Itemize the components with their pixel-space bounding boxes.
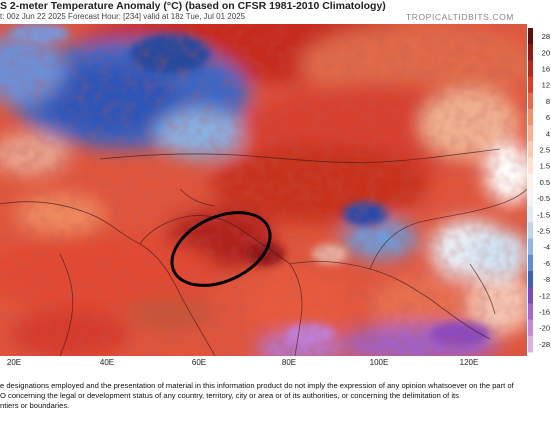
- colorbar-swatch: [528, 28, 533, 45]
- colorbar-swatch: [528, 287, 533, 304]
- colorbar-label: 20: [542, 48, 550, 57]
- colorbar-label: 0.5: [540, 178, 550, 187]
- colorbar-label: -0.5: [537, 194, 550, 203]
- header: S 2-meter Temperature Anomaly (°C) (base…: [0, 0, 551, 24]
- terrain-speckle: [0, 24, 527, 356]
- disclaimer-text: e designations employed and the presenta…: [0, 381, 545, 411]
- colorbar-label: 1.5: [540, 162, 550, 171]
- colorbar-label: -2.5: [537, 227, 550, 236]
- colorbar-swatch: [528, 335, 533, 353]
- colorbar-swatch: [528, 303, 533, 321]
- color-scale: 28 20 16 12 8 6 4 2.5 1.5 0.5 -0.5 -1.5 -2.5 -4 -6 -8 -1…: [528, 24, 551, 356]
- colorbar-swatch: [528, 125, 533, 142]
- colorbar-label: 12: [542, 81, 550, 90]
- colorbar-label: -1.5: [537, 210, 550, 219]
- colorbar-label: 16: [542, 65, 550, 74]
- colorbar-label: -4: [543, 243, 550, 252]
- country-borders: [0, 148, 527, 356]
- colorbar-label: -16: [539, 308, 550, 317]
- colorbar-swatch: [528, 254, 533, 272]
- colorbar-swatch: [528, 319, 533, 337]
- colorbar-swatch: [528, 238, 533, 256]
- anomaly-map: [0, 24, 527, 356]
- colorbar-swatch: [528, 173, 533, 191]
- colorbar-swatch: [528, 76, 533, 94]
- disclaimer-line: e designations employed and the presenta…: [0, 381, 514, 390]
- colorbar-swatch: [528, 157, 533, 175]
- colorbar-label: -28: [539, 340, 550, 349]
- brand-watermark: TROPICALTIDBITS.COM: [405, 12, 514, 22]
- lon-label: 120E: [459, 358, 479, 367]
- colorbar-swatch: [528, 60, 533, 78]
- disclaimer-line: ntiers or boundaries.: [0, 401, 70, 410]
- lon-label: 80E: [281, 358, 297, 367]
- colorbar-label: 28: [542, 32, 550, 41]
- colorbar-label: 8: [546, 97, 550, 106]
- colorbar-swatch: [528, 109, 533, 126]
- colorbar-swatch: [528, 190, 533, 207]
- colorbar-label: 6: [546, 113, 550, 122]
- lon-label: 20E: [6, 358, 22, 367]
- colorbar-label: -8: [543, 275, 550, 284]
- lon-label: 40E: [99, 358, 115, 367]
- highlight-ellipse: [170, 211, 272, 287]
- longitude-axis: 20E 40E 60E 80E 100E 120E: [0, 356, 527, 370]
- colorbar-label: -6: [543, 259, 550, 268]
- colorbar-swatch: [528, 222, 533, 240]
- colorbar-label: -12: [539, 291, 550, 300]
- colorbar-label: 2.5: [540, 146, 550, 155]
- colorbar-swatch: [528, 92, 533, 110]
- colorbar-swatch: [528, 206, 533, 223]
- map-title: S 2-meter Temperature Anomaly (°C) (base…: [0, 0, 386, 12]
- disclaimer-line: O concerning the legal or development st…: [0, 391, 459, 400]
- colorbar-label: -20: [539, 324, 550, 333]
- colorbar-swatch: [528, 271, 533, 288]
- lon-label: 100E: [369, 358, 389, 367]
- colorbar-label: 4: [546, 129, 550, 138]
- colorbar-swatch: [528, 141, 533, 159]
- forecast-info: t: 00z Jun 22 2025 Forecast Hour: [234] …: [0, 12, 246, 21]
- colorbar-swatch: [528, 44, 533, 61]
- lon-label: 60E: [191, 358, 207, 367]
